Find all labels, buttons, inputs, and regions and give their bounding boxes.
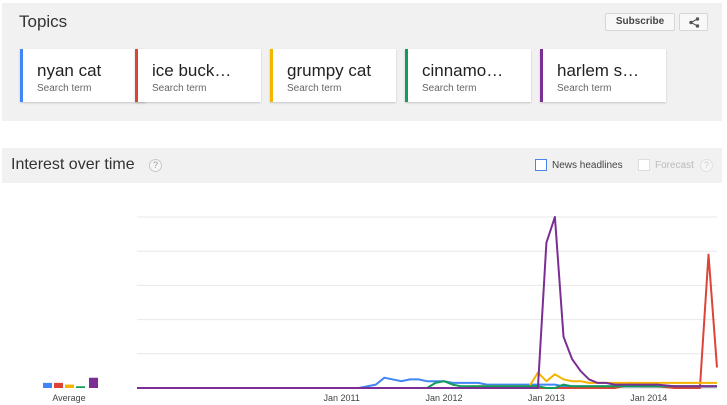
help-icon[interactable]: ?	[149, 159, 162, 172]
term-name: ice buck…	[152, 61, 232, 80]
term-color-bar	[20, 49, 23, 102]
term-color-bar	[540, 49, 543, 102]
term-color-bar	[135, 49, 138, 102]
term-name: harlem s…	[557, 61, 640, 80]
share-button[interactable]	[679, 13, 708, 31]
x-axis-ticks: Jan 2011 Jan 2012 Jan 2013 Jan 2014	[324, 393, 668, 403]
term-name: nyan cat	[37, 61, 102, 80]
chart-grid	[137, 216, 717, 389]
average-bar	[65, 384, 74, 388]
x-tick-label: Jan 2014	[630, 393, 667, 403]
term-type: Search term	[557, 83, 612, 94]
series-line	[137, 216, 717, 389]
news-headlines-checkbox[interactable]	[535, 159, 547, 171]
average-bar	[89, 377, 98, 388]
term-type: Search term	[37, 83, 92, 94]
term-color-bar	[405, 49, 408, 102]
term-color-bar	[270, 49, 273, 102]
average-label: Average	[52, 393, 85, 403]
chart-lines	[137, 216, 718, 389]
term-card-nyan-cat[interactable]: nyan cat Search term	[20, 49, 146, 102]
interest-title: Interest over time	[11, 156, 135, 173]
share-icon	[689, 17, 700, 28]
term-type: Search term	[152, 83, 207, 94]
news-headlines-label: News headlines	[552, 160, 623, 171]
term-card-grumpy-cat[interactable]: grumpy cat Search term	[270, 49, 396, 102]
term-type: Search term	[422, 83, 477, 94]
topics-panel: Topics Subscribe nyan cat Search term ic…	[2, 3, 722, 121]
average-bar	[43, 382, 52, 388]
x-tick-label: Jan 2012	[426, 393, 463, 403]
forecast-help-icon[interactable]: ?	[700, 159, 713, 172]
series-line	[137, 253, 718, 389]
interest-header: Interest over time ? News headlines Fore…	[2, 148, 722, 183]
x-tick-label: Jan 2013	[528, 393, 565, 403]
term-card-harlem-shake[interactable]: harlem s… Search term	[540, 49, 666, 102]
forecast-checkbox[interactable]	[638, 159, 650, 171]
term-type: Search term	[287, 83, 342, 94]
forecast-label: Forecast	[655, 160, 694, 171]
average-bar	[54, 382, 63, 388]
term-card-ice-bucket[interactable]: ice buck… Search term	[135, 49, 261, 102]
x-tick-label: Jan 2011	[324, 393, 360, 403]
term-name: cinnamo…	[422, 61, 504, 80]
subscribe-button[interactable]: Subscribe	[605, 13, 675, 31]
average-bar	[76, 386, 85, 388]
term-name: grumpy cat	[287, 61, 372, 80]
topics-title: Topics	[19, 12, 68, 31]
interest-chart: Average Jan 2011 Jan 2012 Jan 2013 Jan 2014	[43, 216, 718, 403]
average-bars	[43, 377, 98, 388]
term-card-cinnamon[interactable]: cinnamo… Search term	[405, 49, 531, 102]
